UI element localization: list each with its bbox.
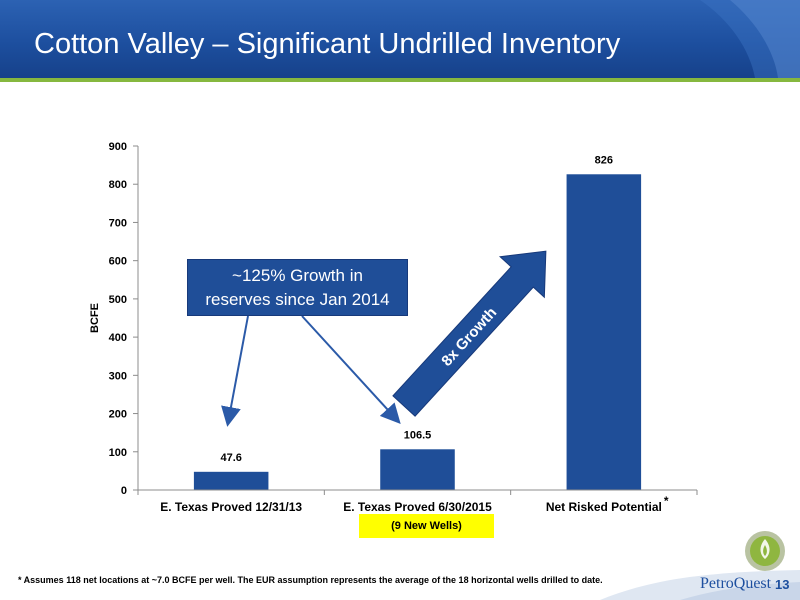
callout-line-2: reserves since Jan 2014	[205, 290, 390, 309]
header-swoosh-decoration	[700, 0, 800, 78]
y-tick-label: 200	[109, 409, 127, 421]
header-accent-rule	[0, 78, 800, 82]
new-wells-highlight: (9 New Wells)	[359, 514, 494, 538]
x-axis: E. Texas Proved 12/31/13 E. Texas Proved …	[137, 489, 698, 514]
callout-pointer-right	[301, 315, 401, 424]
slide-title: Cotton Valley – Significant Undrilled In…	[34, 28, 621, 60]
slide-header: Cotton Valley – Significant Undrilled In…	[0, 0, 800, 78]
callout-pointer-left	[221, 315, 249, 427]
footer-band	[600, 570, 800, 600]
y-tick-label: 700	[109, 217, 127, 229]
y-tick-label: 500	[109, 294, 127, 306]
callout-line-1: ~125% Growth in	[232, 266, 363, 285]
y-tick-label: 300	[109, 370, 127, 382]
company-logo-text: PetroQuest	[700, 575, 772, 592]
data-label: 47.6	[220, 452, 241, 464]
y-tick-label: 800	[109, 179, 127, 191]
y-tick-label: 0	[121, 485, 127, 497]
company-logo-emblem	[745, 531, 785, 571]
bar	[193, 471, 269, 490]
y-tick-label: 400	[109, 332, 127, 344]
category-label: Net Risked Potential	[546, 500, 662, 514]
y-tick-label: 600	[109, 256, 127, 268]
bar	[380, 449, 455, 490]
y-axis-title: BCFE	[89, 303, 101, 333]
data-label: 826	[595, 154, 613, 166]
y-tick-label: 900	[109, 141, 127, 153]
page-number: 13	[775, 577, 790, 592]
category-footnote-marker: *	[664, 494, 669, 508]
footnote: * Assumes 118 net locations at ~7.0 BCFE…	[18, 575, 603, 585]
data-label: 106.5	[404, 429, 432, 441]
bar	[566, 174, 642, 491]
category-label: E. Texas Proved 6/30/2015	[343, 500, 492, 514]
bars-group: 47.6 106.5 826	[193, 154, 642, 491]
category-label: E. Texas Proved 12/31/13	[160, 500, 302, 514]
growth-callout-box: ~125% Growth in reserves since Jan 2014	[187, 259, 408, 316]
y-tick-label: 100	[109, 447, 127, 459]
bar-chart: 0 100 200 300 400 500 600 700 800 900 47.6 106.5 82…	[89, 141, 698, 514]
y-axis: 0 100 200 300 400 500 600 700 800 900	[109, 141, 139, 497]
growth-arrow: 8x Growth	[392, 250, 547, 417]
